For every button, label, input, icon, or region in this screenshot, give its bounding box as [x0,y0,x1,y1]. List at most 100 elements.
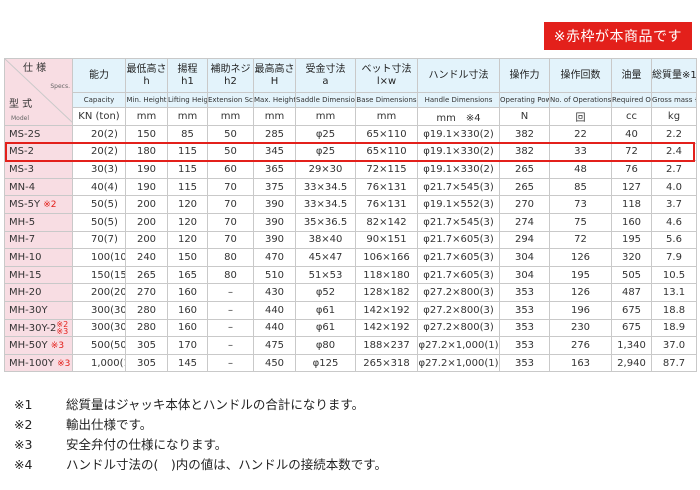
table-cell: 65×110 [355,125,418,144]
table-cell: 320 [611,248,652,267]
column-unit: mm ※4 [417,107,500,126]
model-cell: MH-50Y ※3 [4,336,73,355]
column-header-text: 揚程 [177,63,198,75]
table-cell: 510 [253,265,296,285]
model-cell: MS-2S [4,125,73,144]
table-cell: φ61 [295,318,356,338]
table-cell: 76 [611,160,652,179]
model-footnote-mark: ※3 [57,358,71,369]
table-cell: 4.0 [651,177,697,197]
table-cell: 50 [207,142,254,162]
table-cell: φ21.7×605(3) [417,230,500,250]
table-cell: 345 [253,142,296,162]
table-cell: φ125 [295,353,356,373]
table-cell: 18.8 [651,300,697,320]
table-cell: φ25 [295,142,356,162]
model-cell: MH-20 [4,283,73,302]
model-cell: MH-10 [4,248,73,267]
table-cell: 200 [125,195,168,214]
table-cell: 120 [167,230,208,250]
table-cell: 305 [125,353,168,373]
table-cell: 265 [499,177,550,197]
table-cell: 304 [499,265,550,285]
table-cell: φ27.2×800(3) [417,283,500,302]
model-name: MH-30Y [9,304,48,316]
table-cell: 120 [167,195,208,214]
model-name: MH-5 [9,216,36,228]
table-cell: 5.6 [651,230,697,250]
model-cell: MH-7 [4,230,73,250]
footnote-mark: ※4 [14,457,33,472]
table-row: MH-10 100(10)2401508047045×47106×166φ21.7… [4,248,697,267]
table-cell: 40 [611,125,652,144]
table-cell: 274 [499,212,550,232]
table-cell: 20(2) [72,125,126,144]
table-cell: 65×110 [355,142,418,162]
table-cell: 50(5) [72,195,126,214]
table-cell: 390 [253,195,296,214]
model-footnote-mark: ※3 [50,340,65,351]
table-cell: 382 [499,125,550,144]
table-row: MH-30Y-2※2※3300(30)280160–440φ61142×192φ… [4,318,697,338]
table-cell: 72×115 [355,160,418,179]
column-header-text: ハンドル寸法 [428,69,489,81]
table-cell: 60 [207,160,254,179]
table-row: MS-5Y ※2 50(5) 200 120 70 390 33×34.5 76×131 φ19… [4,195,697,214]
model-name: MH-10 [9,251,42,263]
table-cell: 45×47 [295,248,356,267]
table-cell: 127 [611,177,652,197]
column-header-text: 総質量※1 [652,69,697,81]
table-cell: 2,940 [611,353,652,373]
table-cell: 353 [499,318,550,338]
table-cell: 13.1 [651,283,697,302]
column-header-jp: 操作回数 [549,58,612,93]
footnote-text: 総質量はジャッキ本体とハンドルの合計になります。 [66,397,365,412]
table-cell: 265 [125,265,168,285]
table-cell: 305 [125,336,168,355]
column-header-jp: 操作力 [499,58,550,93]
table-cell: 270 [125,283,168,302]
model-footnote-mark: ※2 ※3 [56,319,69,336]
table-cell: 76×131 [355,195,418,214]
table-cell: 265×318 [355,353,418,373]
table-cell: 300(30) [72,300,126,320]
table-cell: 300(30) [72,318,126,338]
table-cell: 190 [125,160,168,179]
table-cell: 280 [125,318,168,338]
table-cell: φ21.7×545(3) [417,212,500,232]
table-row: MH-20 200(20)270160–430φ52128×182φ27.2×80… [4,283,697,302]
corner-model-en: Model [11,115,30,122]
table-cell: 106×166 [355,248,418,267]
table-cell: 35×36.5 [295,212,356,232]
table-cell: 82×142 [355,212,418,232]
table-cell: 40(4) [72,177,126,197]
table-cell: φ27.2×800(3) [417,300,500,320]
table-cell: 475 [253,336,296,355]
column-header-jp: 能力 [72,58,126,93]
table-cell: 50 [207,125,254,144]
column-header-en: Max. Height [253,92,296,108]
table-cell: 353 [499,336,550,355]
table-cell: 163 [549,353,612,373]
model-name: MH-15 [9,269,42,281]
column-header-jp: 揚程 h1 [167,58,208,93]
column-header-text: 操作力 [509,69,540,81]
table-cell: 2.7 [651,160,697,179]
table-cell: 2.4 [651,142,697,162]
table-cell: 50(5) [72,212,126,232]
model-cell: MS-5Y ※2 [4,195,73,214]
table-cell: 487 [611,283,652,302]
table-cell: 70 [207,177,254,197]
model-name: MH-30Y-2 [9,322,57,334]
column-header-text: 能力 [89,69,109,81]
table-cell: 190 [125,177,168,197]
table-cell: 73 [549,195,612,214]
footnotes: ※1 総質量はジャッキ本体とハンドルの合計になります。 ※2 輸出仕様です。 ※3 安全弁… [14,395,387,475]
column-header-jp: 最高高さ H [253,58,296,93]
table-cell: 30(3) [72,160,126,179]
table-cell: 365 [253,160,296,179]
footnote-mark: ※3 [14,437,33,452]
table-cell: 280 [125,300,168,320]
table-cell: 390 [253,230,296,250]
model-cell: MS-3 [4,160,73,179]
